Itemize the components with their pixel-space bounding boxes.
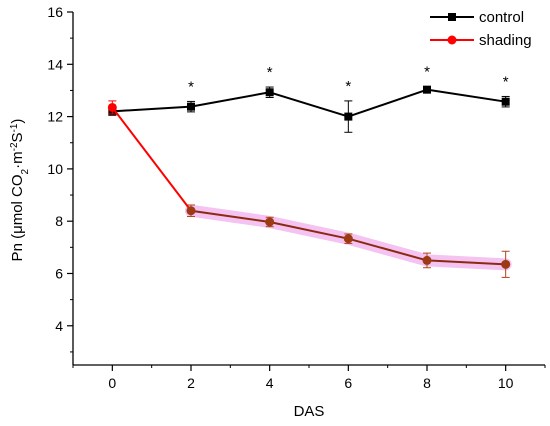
data-point-control	[265, 88, 274, 97]
series-line-segment	[269, 220, 349, 240]
series-line-segment	[111, 106, 192, 212]
legend: control shading	[430, 9, 532, 49]
y-tick-label: 6	[55, 265, 63, 281]
series-line-segment	[190, 91, 270, 108]
series-line-segment	[112, 105, 192, 113]
significance-asterisk: *	[188, 78, 194, 95]
series-line-segment	[426, 88, 506, 103]
y-axis-title-part: ·m	[9, 151, 26, 169]
significance-asterisk: *	[503, 73, 509, 90]
y-axis-title-sup: -2	[9, 142, 20, 151]
y-tick-label: 14	[47, 56, 63, 72]
series-line-segment	[348, 88, 428, 118]
significance-asterisk: *	[424, 64, 430, 81]
y-tick-label: 16	[47, 4, 63, 20]
x-tick-label: 0	[108, 375, 116, 391]
y-axis-title-part: S	[9, 132, 26, 142]
significance-annotations: * * * * *	[188, 64, 509, 96]
y-axis-title-sub: 2	[20, 168, 31, 174]
data-point-control	[187, 102, 195, 111]
y-axis-title-sup: -1	[9, 123, 20, 132]
series-line-segment	[269, 91, 349, 118]
x-ticks: 0 2 4 6 8 10	[72, 365, 546, 391]
data-point-shading	[501, 259, 511, 269]
y-axis-title-part: Pn (μmol CO	[9, 174, 26, 261]
data-point-shading	[265, 217, 275, 227]
y-axis-title-part: )	[9, 119, 26, 124]
legend-control-label: control	[479, 9, 524, 26]
y-ticks: 4 6 8 10 12 14 16	[47, 4, 73, 353]
series-line-segment	[426, 259, 506, 266]
series-shading	[107, 100, 511, 278]
series-line-segment	[348, 237, 428, 262]
x-tick-label: 8	[423, 375, 431, 391]
significance-asterisk: *	[267, 64, 273, 81]
x-tick-label: 10	[498, 375, 514, 391]
data-point-shading	[107, 102, 117, 112]
y-axis-title: Pn (μmol CO2·m-2S-1)	[9, 119, 31, 262]
y-tick-label: 8	[55, 213, 63, 229]
data-point-control	[423, 85, 431, 94]
y-tick-label: 10	[47, 161, 63, 177]
series-line-segment	[190, 209, 270, 223]
x-tick-label: 6	[344, 375, 352, 391]
y-tick-label: 12	[47, 109, 63, 125]
x-tick-label: 2	[187, 375, 195, 391]
data-point-control	[344, 112, 353, 121]
series-control	[108, 85, 510, 133]
series-group	[107, 85, 511, 278]
data-point-shading	[343, 234, 353, 244]
legend-shading-label: shading	[479, 32, 532, 49]
significance-asterisk: *	[345, 78, 351, 95]
x-axis-title: DAS	[294, 403, 325, 420]
data-point-shading	[186, 206, 196, 216]
x-tick-label: 4	[266, 375, 274, 391]
legend-control-marker	[448, 13, 456, 21]
data-point-control	[501, 97, 510, 106]
legend-shading-marker	[447, 35, 457, 45]
y-tick-label: 4	[55, 318, 63, 334]
data-point-shading	[422, 255, 432, 265]
